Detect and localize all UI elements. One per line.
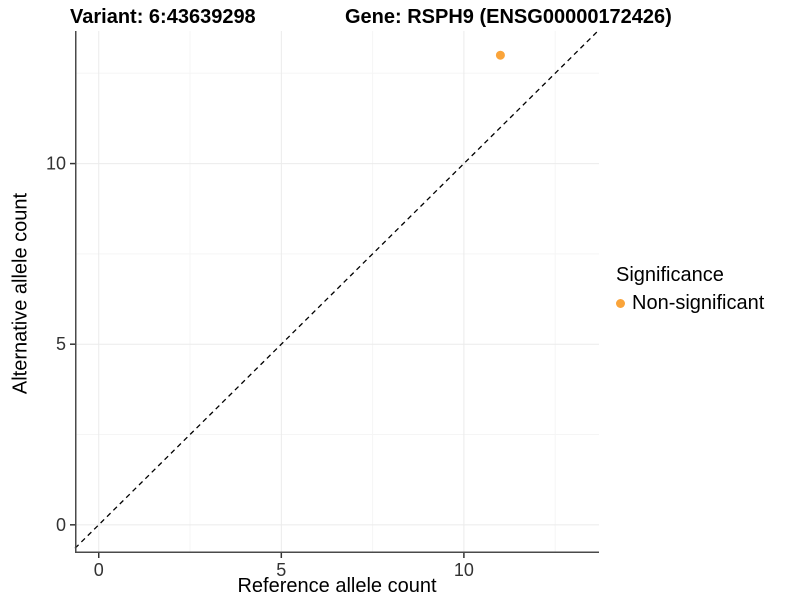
gene-title: Gene: RSPH9 (ENSG00000172426) xyxy=(345,6,672,28)
data-point xyxy=(495,50,505,60)
legend-entry-label: Non-significant xyxy=(632,292,765,314)
legend-entries: Non-significant xyxy=(616,291,764,315)
variant-title: Variant: 6:43639298 xyxy=(70,6,256,28)
y-axis-title: Alternative allele count xyxy=(9,192,32,395)
legend-title: Significance xyxy=(616,264,724,286)
x-tick-label: 0 xyxy=(94,560,104,580)
y-tick-label: 10 xyxy=(46,154,66,174)
plot-panel: 0 5 10 0 5 10 xyxy=(46,30,599,580)
x-axis-title: Reference allele count xyxy=(237,575,437,597)
legend-point-icon xyxy=(616,298,625,308)
scatter-plot-canvas: 0 5 10 0 5 10 xyxy=(46,30,599,580)
x-tick-label: 5 xyxy=(276,560,286,580)
legend-entry: Non-significant xyxy=(616,291,764,315)
y-tick-label: 0 xyxy=(56,515,66,535)
legend: Significance Non-significant xyxy=(616,264,764,315)
identity-line xyxy=(74,30,599,549)
x-tick-label: 10 xyxy=(454,560,474,580)
y-tick-label: 5 xyxy=(56,334,66,354)
